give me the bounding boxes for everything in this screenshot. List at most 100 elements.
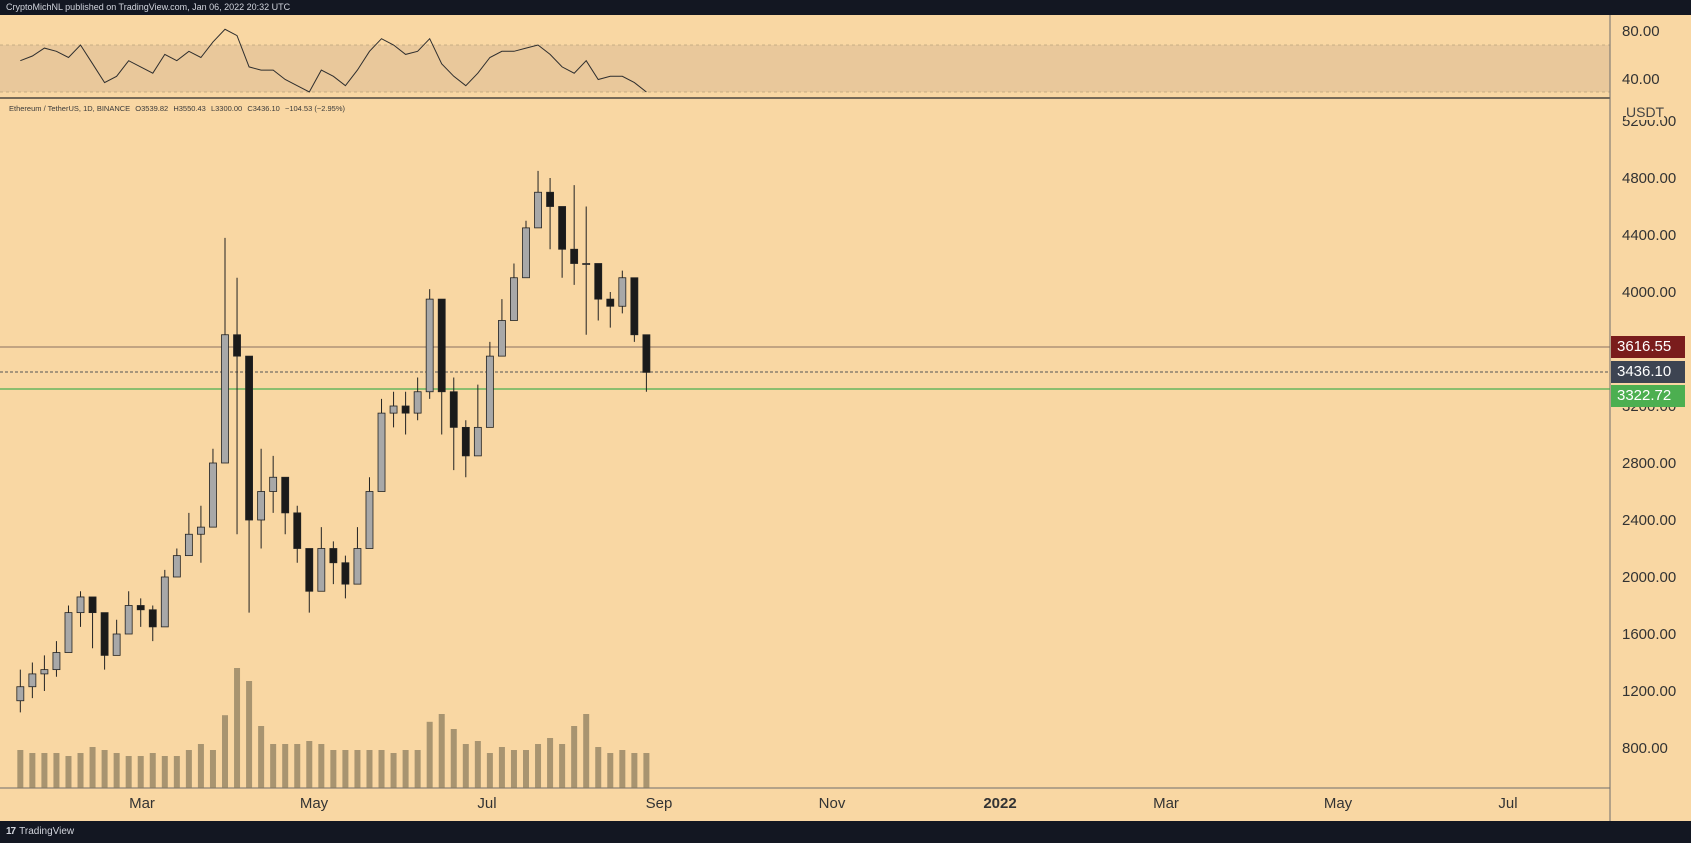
candle-body [197, 526, 205, 535]
volume-bar [101, 750, 108, 788]
candle-body [473, 426, 482, 457]
candle-body [437, 298, 446, 393]
candle-body [221, 334, 229, 464]
time-tick-label: Jul [1498, 795, 1517, 812]
price-tick-label: 1200.00 [1622, 683, 1676, 700]
volume-bar [450, 729, 457, 788]
volume-bar [559, 744, 566, 788]
volume-bar [486, 753, 493, 788]
volume-bar [197, 744, 204, 788]
volume-bar [137, 756, 144, 788]
candle-body [413, 391, 422, 414]
rsi-axis-ticks: 80.00 40.00 [1622, 23, 1660, 88]
legend-open: O3539.82 [135, 104, 169, 113]
volume-bar [161, 756, 168, 788]
volume-bar [402, 750, 409, 788]
volume-bar [390, 753, 397, 788]
time-tick-label: Mar [1153, 795, 1179, 812]
volume-bar [462, 744, 469, 788]
candle-body [365, 491, 374, 549]
volume-bar [631, 753, 638, 788]
volume-bar [17, 750, 24, 788]
tradingview-icon: 17 [6, 826, 16, 837]
candle-body [401, 405, 410, 414]
price-tick-label: 4400.00 [1622, 227, 1676, 244]
candle-body [510, 277, 518, 321]
candle-body [389, 405, 398, 414]
price-unit-label: USDT [1626, 104, 1665, 120]
time-tick-label: May [300, 795, 329, 812]
candle-body [209, 462, 217, 528]
candle-body [329, 548, 338, 564]
tradingview-logo[interactable]: 17 TradingView [6, 821, 74, 843]
candle-body [582, 263, 591, 265]
candle-body [449, 391, 458, 428]
candle-body [281, 476, 290, 514]
time-tick-label: May [1324, 795, 1353, 812]
candle-body [76, 596, 85, 614]
candle-body [88, 596, 97, 614]
candle-body [172, 555, 181, 578]
volume-bar [366, 750, 373, 788]
rsi-line [20, 28, 647, 93]
volume-bar [438, 714, 445, 788]
volume-bar [354, 750, 361, 788]
volume-bar [595, 747, 602, 788]
legend-close: C3436.10 [247, 104, 280, 113]
candle-body [112, 633, 121, 656]
price-tick-label: 2400.00 [1622, 512, 1676, 529]
legend-low: L3300.00 [210, 104, 243, 113]
candle-body [100, 612, 109, 656]
candle-body [630, 277, 639, 336]
support-price-label: 3322.72 [1611, 385, 1685, 407]
legend-change: −104.53 (−2.95%) [284, 104, 345, 113]
volume-bar [185, 750, 192, 788]
candle-body [293, 512, 302, 549]
candle-body [305, 548, 314, 592]
volume-bar [246, 681, 253, 788]
volume-bar [222, 715, 228, 788]
candle-body [485, 355, 494, 428]
candle-body [16, 686, 25, 702]
volume-bar [270, 744, 277, 788]
volume-bar [41, 753, 48, 788]
candle-body [594, 263, 603, 300]
candle-body [317, 548, 326, 592]
candle-body [618, 277, 627, 307]
candle-body [124, 605, 133, 635]
volume-bar [426, 721, 433, 788]
volume-bar [65, 756, 72, 788]
volume-bar [113, 753, 120, 788]
price-tick-label: 1600.00 [1622, 626, 1676, 643]
legend-symbol: Ethereum / TetherUS, 1D, BINANCE [9, 104, 131, 113]
rsi-tick-label: 40.00 [1622, 71, 1660, 88]
volume-bar [378, 750, 385, 788]
candle-body [64, 612, 73, 653]
candles [16, 170, 651, 713]
price-tick-label: 800.00 [1622, 740, 1668, 757]
volume-bar [89, 747, 96, 788]
price-tick-label: 4800.00 [1622, 170, 1676, 187]
chart-area[interactable] [0, 15, 1691, 821]
candle-body [233, 334, 241, 357]
candle-body [461, 426, 470, 457]
candle-body [184, 533, 193, 557]
candle-body [52, 652, 61, 671]
publish-line: CryptoMichNL published on TradingView.co… [6, 2, 291, 12]
candle-body [570, 248, 579, 264]
candle-body [257, 491, 266, 521]
candle-body [40, 669, 49, 675]
volume-bar [474, 741, 481, 788]
price-tick-label: 4000.00 [1622, 284, 1676, 301]
candle-body [546, 191, 554, 207]
time-tick-label: Sep [646, 795, 673, 812]
candle-body [558, 206, 567, 250]
volume-bar [571, 726, 578, 788]
volume-bar [125, 756, 132, 788]
publish-header: CryptoMichNL published on TradingView.co… [0, 0, 1691, 15]
volume-bar [498, 747, 505, 788]
volume-bar [149, 753, 156, 788]
resistance-price-label: 3616.55 [1611, 336, 1685, 358]
volume-bar [510, 750, 517, 788]
